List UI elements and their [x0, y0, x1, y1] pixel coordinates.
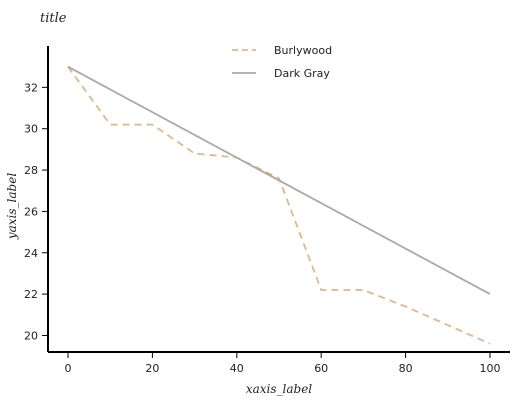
series-line-burlywood	[67, 66, 491, 345]
chart-title: title	[40, 11, 67, 26]
y-tick-label: 32	[24, 81, 38, 94]
x-axis-label: xaxis_label	[246, 382, 312, 396]
legend-label-burlywood: Burlywood	[274, 44, 332, 57]
legend: Burlywood Dark Gray	[232, 44, 332, 80]
x-tick-label: 100	[480, 362, 501, 375]
x-ticks: 0 20 40 60 80 100	[65, 352, 501, 375]
x-tick-label: 0	[65, 362, 72, 375]
y-tick-label: 24	[24, 247, 38, 260]
y-tick-label: 30	[24, 123, 38, 136]
y-axis-label: yaxis_label	[5, 173, 19, 240]
y-tick-label: 22	[24, 288, 38, 301]
x-tick-label: 40	[230, 362, 244, 375]
y-tick-label: 20	[24, 329, 38, 342]
series-layer	[67, 65, 491, 345]
y-tick-label: 28	[24, 164, 38, 177]
x-tick-label: 20	[145, 362, 159, 375]
y-tick-label: 26	[24, 205, 38, 218]
legend-label-dark-gray: Dark Gray	[274, 67, 330, 80]
y-ticks: 20 22 24 26 28 30 32	[24, 81, 48, 342]
x-tick-label: 80	[399, 362, 413, 375]
axes	[47, 46, 510, 353]
x-tick-label: 60	[314, 362, 328, 375]
series-line-dark-gray	[67, 65, 491, 295]
